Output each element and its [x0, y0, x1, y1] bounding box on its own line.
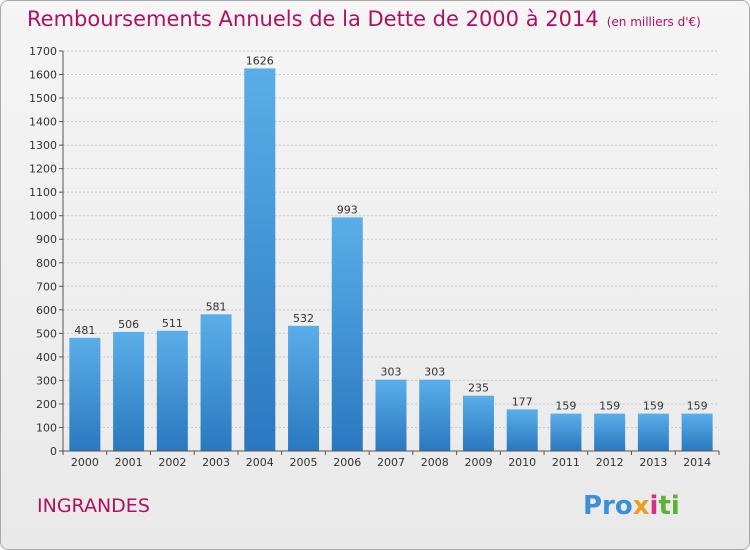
x-tick-label: 2000	[71, 456, 99, 469]
commune-name: INGRANDES	[37, 495, 150, 517]
bar-value-label: 235	[468, 382, 489, 395]
y-tick-label: 500	[36, 327, 57, 340]
bar-value-label: 159	[687, 400, 708, 413]
bar-value-label: 581	[206, 300, 227, 313]
bar-2004	[244, 68, 276, 451]
bar-value-label: 177	[512, 395, 533, 408]
bars	[69, 68, 713, 451]
x-tick-label: 2008	[421, 456, 449, 469]
y-tick-label: 1300	[29, 139, 57, 152]
x-tick-label: 2010	[508, 456, 536, 469]
x-tick-label: 2012	[596, 456, 624, 469]
y-tick-label: 1100	[29, 186, 57, 199]
bar-2009	[462, 395, 494, 451]
bar-value-label: 1626	[246, 54, 274, 67]
bar-2006	[331, 217, 363, 451]
y-tick-label: 1200	[29, 163, 57, 176]
y-tick-label: 300	[36, 374, 57, 387]
x-tick-label: 2009	[464, 456, 492, 469]
bar-value-label: 159	[555, 400, 576, 413]
bar-value-label: 159	[599, 400, 620, 413]
y-tick-label: 0	[50, 445, 57, 458]
bar-value-label: 532	[293, 312, 314, 325]
bar-2008	[419, 379, 451, 451]
bar-2010	[506, 409, 538, 451]
y-tick-label: 800	[36, 257, 57, 270]
x-tick-label: 2013	[639, 456, 667, 469]
chart-title: Remboursements Annuels de la Dette de 20…	[27, 7, 701, 31]
y-tick-label: 1600	[29, 69, 57, 82]
y-tick-label: 700	[36, 280, 57, 293]
y-tick-label: 400	[36, 351, 57, 364]
bar-2011	[550, 413, 582, 451]
bar-2003	[200, 314, 232, 451]
bar-2007	[375, 379, 407, 451]
y-tick-label: 900	[36, 233, 57, 246]
x-tick-label: 2001	[115, 456, 143, 469]
bar-value-label: 506	[118, 318, 139, 331]
x-tick-label: 2005	[290, 456, 318, 469]
chart-unit: (en milliers d'€)	[606, 15, 701, 29]
bar-2002	[156, 330, 188, 451]
bar-value-label: 993	[337, 203, 358, 216]
y-tick-label: 600	[36, 304, 57, 317]
bar-value-label: 159	[643, 400, 664, 413]
bar-value-label: 511	[162, 317, 183, 330]
y-tick-label: 1700	[29, 45, 57, 58]
proxiti-logo: Proxiti	[583, 491, 680, 521]
bar-value-label: 303	[424, 366, 445, 379]
x-tick-label: 2003	[202, 456, 230, 469]
x-tick-label: 2011	[552, 456, 580, 469]
x-tick-label: 2004	[246, 456, 274, 469]
axes	[59, 50, 720, 455]
bar-2001	[113, 331, 145, 451]
x-tick-label: 2002	[158, 456, 186, 469]
labels: 0 100 200 300 400 500 600 700 800 900 1000 1100 1200…	[29, 45, 711, 469]
bar-2014	[681, 413, 713, 451]
bar-2000	[69, 337, 101, 451]
y-tick-label: 1500	[29, 92, 57, 105]
y-tick-label: 100	[36, 421, 57, 434]
x-tick-label: 2014	[683, 456, 711, 469]
bar-2013	[637, 413, 669, 451]
chart-title-text: Remboursements Annuels de la Dette de 20…	[27, 7, 599, 31]
bar-2005	[288, 325, 320, 451]
x-tick-label: 2006	[333, 456, 361, 469]
bar-value-label: 481	[74, 324, 95, 337]
x-tick-label: 2007	[377, 456, 405, 469]
y-tick-label: 1400	[29, 116, 57, 129]
y-tick-label: 1000	[29, 210, 57, 223]
y-tick-label: 200	[36, 398, 57, 411]
bar-2012	[594, 413, 626, 451]
bar-value-label: 303	[381, 366, 402, 379]
